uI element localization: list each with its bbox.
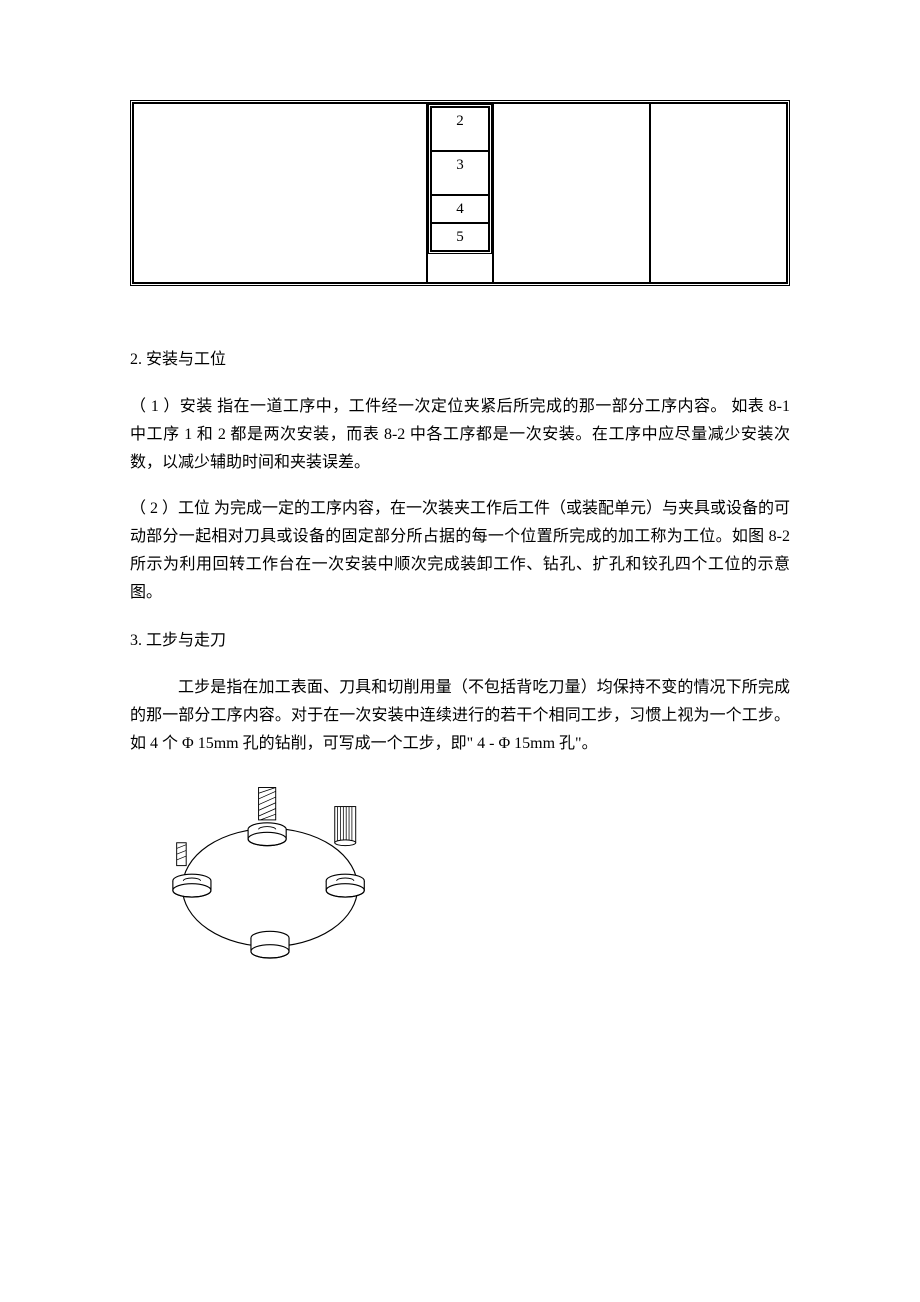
- inner-table: 2 3 4 5: [428, 104, 491, 254]
- process-table: 2 3 4 5: [130, 100, 790, 286]
- section-3-p1: 工步是指在加工表面、刀具和切削用量（不包括背吃刀量）均保持不变的情况下所完成的那…: [130, 674, 790, 758]
- section-2-heading: 2. 安装与工位: [130, 346, 790, 375]
- diagram-svg: [140, 778, 400, 978]
- section-2-p2: （ 2 ）工位 为完成一定的工序内容，在一次装夹工作后工件（或装配单元）与夹具或…: [130, 495, 790, 607]
- station-top: [248, 787, 286, 845]
- inner-cell: 4: [431, 195, 488, 223]
- table-right-cell-2: [650, 103, 787, 283]
- section-2-p1: （ 1 ）安装 指在一道工序中，工件经一次定位夹紧后所完成的那一部分工序内容。 …: [130, 393, 790, 477]
- section-3-heading: 3. 工步与走刀: [130, 627, 790, 656]
- station-left: [173, 842, 211, 896]
- table-right-cell-1: [493, 103, 650, 283]
- table-middle-cell: 2 3 4 5: [427, 103, 492, 283]
- inner-cell: 5: [431, 223, 488, 251]
- rotary-worktable-diagram: [140, 778, 790, 983]
- table-left-cell: [133, 103, 427, 283]
- station-bottom: [251, 931, 289, 958]
- inner-cell: 3: [431, 151, 488, 195]
- inner-cell: 2: [431, 107, 488, 151]
- station-right: [326, 806, 364, 896]
